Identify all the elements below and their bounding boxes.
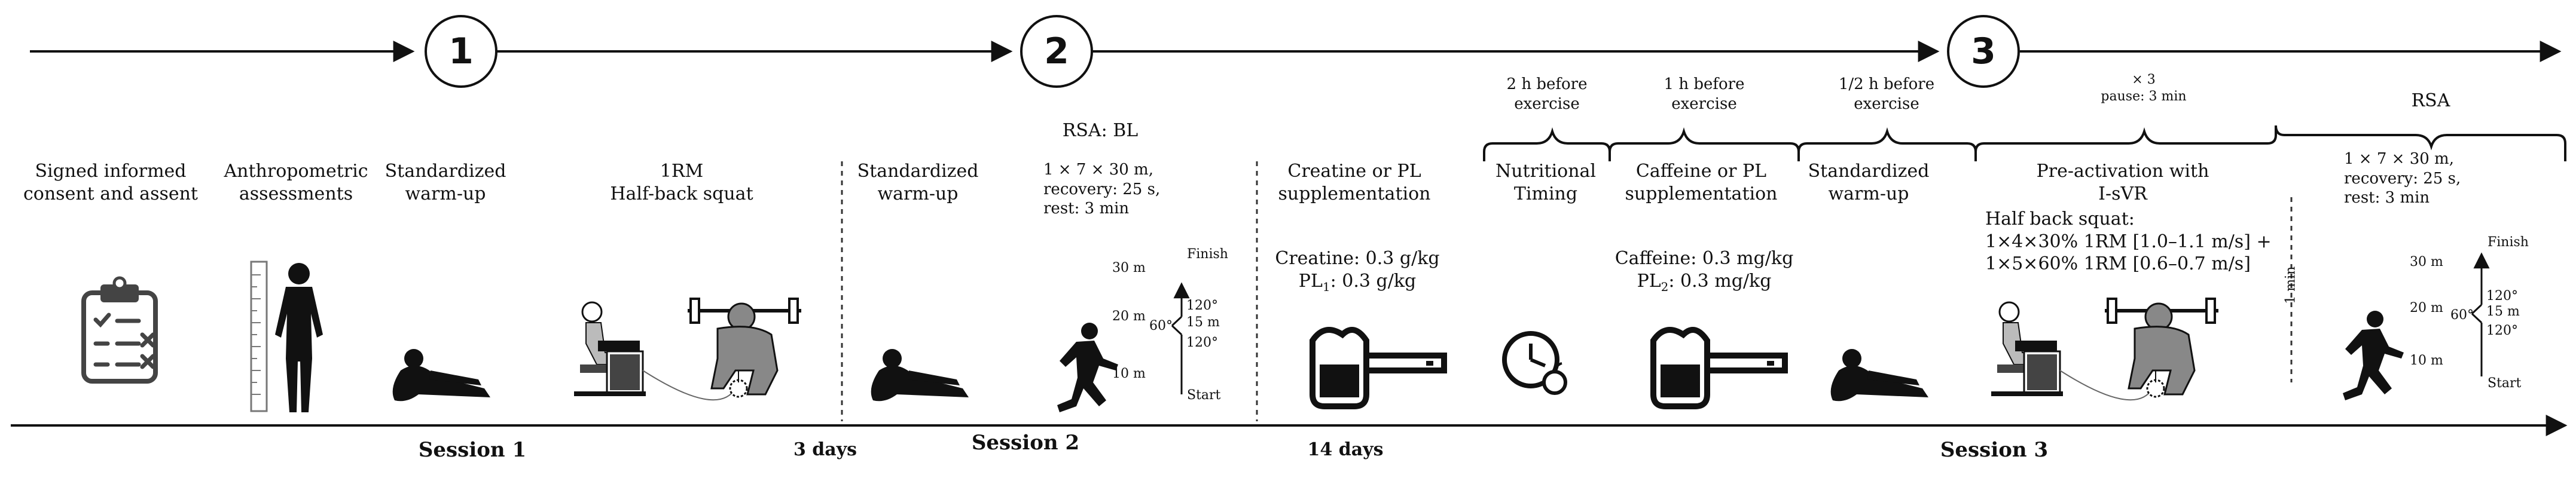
step-3-circle: 3 bbox=[1947, 15, 2020, 88]
track2-60: 60° bbox=[1149, 318, 1173, 333]
time-1h-label: 1 h before exercise bbox=[1664, 75, 1745, 113]
session-1-label: Session 1 bbox=[418, 438, 527, 462]
brace-x3 bbox=[1974, 125, 2277, 161]
consent-label: Signed informed consent and assent bbox=[23, 161, 198, 204]
preactivation-label: Pre-activation with I-sVR bbox=[2036, 161, 2209, 204]
track3-10m: 10 m bbox=[2410, 353, 2443, 368]
supplement-scoop-icon bbox=[1310, 327, 1447, 409]
track3-30m: 30 m bbox=[2410, 255, 2443, 269]
time-2h-label: 2 h before exercise bbox=[1506, 75, 1588, 113]
rsa-bl-title: RSA: BL bbox=[1062, 120, 1139, 141]
dashed-separators bbox=[841, 161, 2293, 421]
creatine-supp-label: Creatine or PL supplementation bbox=[1278, 161, 1431, 204]
supplement-scoop-icon bbox=[1650, 327, 1788, 409]
warmup-label-session2: Standardized warm-up bbox=[857, 161, 979, 204]
brace-2h bbox=[1483, 127, 1611, 161]
track2-120a: 120° bbox=[1186, 298, 1218, 313]
barbell-squat-with-computer-icon bbox=[1991, 298, 2218, 401]
nutritional-timing-label: Nutritional Timing bbox=[1495, 161, 1597, 204]
gap-3-days-label: 3 days bbox=[793, 439, 857, 460]
warmup-label-session1: Standardized warm-up bbox=[384, 161, 506, 204]
clipboard-checklist-icon bbox=[81, 276, 158, 384]
session-2-label: Session 2 bbox=[971, 431, 1080, 455]
sprinting-runner-icon bbox=[2343, 311, 2404, 400]
stretching-person-icon bbox=[392, 349, 490, 402]
track2-120b: 120° bbox=[1186, 335, 1218, 350]
stretching-person-icon bbox=[1830, 349, 1928, 402]
track2-start: Start bbox=[1187, 388, 1221, 403]
step-1-circle: 1 bbox=[425, 15, 498, 88]
rsa-bl-details: 1 × 7 × 30 m, recovery: 25 s, rest: 3 mi… bbox=[1043, 161, 1161, 218]
creatine-dose-text: Creatine: 0.3 g/kg PL1: 0.3 g/kg bbox=[1275, 248, 1440, 294]
session-3-label: Session 3 bbox=[1940, 438, 2049, 462]
human-body-measurement-icon bbox=[250, 261, 323, 412]
caffeine-supp-label: Caffeine or PL supplementation bbox=[1625, 161, 1778, 204]
clock-with-apple-icon bbox=[1502, 331, 1567, 395]
gap-14-days-label: 14 days bbox=[1307, 439, 1384, 460]
track3-start: Start bbox=[2488, 376, 2522, 391]
brace-1h bbox=[1609, 127, 1800, 161]
track3-20m: 20 m bbox=[2410, 301, 2443, 315]
track3-60: 60° bbox=[2450, 308, 2474, 323]
rsa-session3-details: 1 × 7 × 30 m, recovery: 25 s, rest: 3 mi… bbox=[2344, 150, 2461, 207]
rsa-track-diagram-session2 bbox=[1171, 282, 1190, 394]
track2-finish: Finish bbox=[1187, 247, 1228, 262]
track3-120a: 120° bbox=[2486, 289, 2518, 304]
brace-rsa bbox=[2275, 125, 2566, 161]
track3-120b: 120° bbox=[2486, 323, 2518, 338]
step-2-circle: 2 bbox=[1020, 15, 1093, 88]
track3-15m: 15 m bbox=[2486, 304, 2520, 319]
brace-half-h bbox=[1797, 127, 1977, 161]
rsa-track-diagram-session3 bbox=[2471, 252, 2490, 376]
track2-10m: 10 m bbox=[1112, 366, 1146, 381]
track2-15m: 15 m bbox=[1186, 315, 1220, 330]
stretching-person-icon bbox=[871, 349, 969, 402]
track3-finish: Finish bbox=[2488, 235, 2529, 250]
track2-30m: 30 m bbox=[1112, 261, 1146, 275]
1rm-label: 1RM Half-back squat bbox=[610, 161, 753, 204]
track2-20m: 20 m bbox=[1112, 309, 1146, 324]
time-half-h-label: 1/2 h before exercise bbox=[1838, 75, 1935, 113]
warmup-label-session3: Standardized warm-up bbox=[1808, 161, 1930, 204]
anthropometric-label: Anthropometric assessments bbox=[224, 161, 368, 204]
rest-1min-label: 1 min bbox=[2283, 266, 2299, 304]
half-back-squat-protocol: Half back squat: 1×4×30% 1RM [1.0–1.1 m/… bbox=[1985, 209, 2272, 274]
barbell-squat-with-computer-icon bbox=[574, 298, 801, 401]
rsa-session3-title: RSA bbox=[2411, 90, 2450, 111]
caffeine-dose-text: Caffeine: 0.3 mg/kg PL2: 0.3 mg/kg bbox=[1614, 248, 1794, 294]
braces bbox=[1483, 125, 2566, 161]
reps-x3-label: × 3 pause: 3 min bbox=[2101, 72, 2187, 104]
sprinting-runner-icon bbox=[1057, 323, 1118, 412]
